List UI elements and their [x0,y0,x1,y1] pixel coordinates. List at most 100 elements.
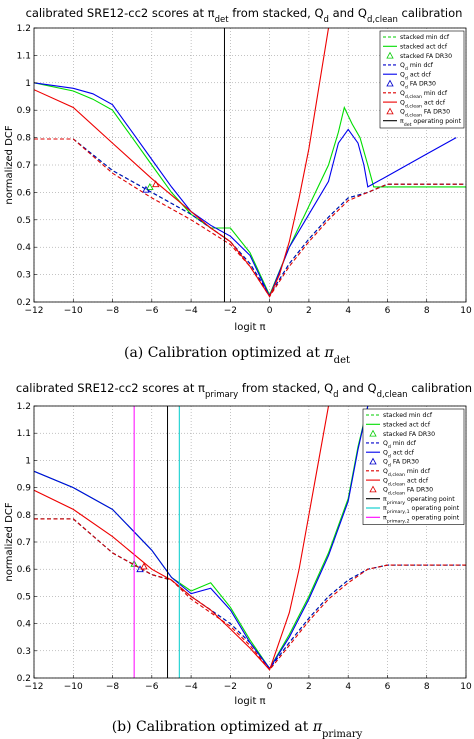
y-tick-label: 0.8 [17,134,32,144]
x-tick-label: 6 [385,682,391,692]
y-tick-label: 0.5 [17,216,31,226]
legend-label: Qd,clean FA DR30 [383,487,433,497]
y-tick-label: 0.6 [17,565,32,575]
x-tick-label: −8 [106,682,120,692]
series-q-d-clean-act-dcf [34,28,330,298]
legend: stacked min dcf stacked act dcf stacked FA… [362,408,465,525]
legend-label: Qd,clean min dcf [383,468,431,478]
y-tick-label: 0.8 [17,511,32,521]
series-q-d-clean-min-dcf [34,518,466,671]
legend-label: πdet operating point [400,118,462,128]
y-tick-label: 0.4 [17,243,32,253]
legend-label: Qd FA DR30 [383,459,419,469]
x-tick-label: −2 [224,682,237,692]
legend-label: Qd act dcf [400,71,432,81]
x-tick-label: −10 [64,306,83,316]
y-tick-label: 0.6 [17,188,32,198]
y-tick-label: 0.3 [17,647,31,657]
y-axis-label: normalized DCF [4,502,15,581]
chart-title: calibrated SRE12-cc2 scores at πprimary​… [16,381,472,400]
x-tick-label: 6 [385,306,391,316]
x-tick-label: −8 [106,306,120,316]
x-tick-label: 10 [460,306,472,316]
legend-swatch [369,457,377,465]
legend-label: Qd,clean act dcf [400,99,446,109]
legend-label: πprimary,1 operating point [383,505,460,515]
legend-swatch [386,79,394,87]
x-axis-label: logit π [234,322,265,333]
y-tick-label: 1 [25,79,31,89]
x-tick-label: 2 [306,682,312,692]
legend-label: Qd min dcf [400,62,434,72]
legend-swatch [369,429,377,437]
legend-label: stacked min dcf [400,34,450,41]
y-tick-label: 0.5 [17,592,31,602]
marker-q-d-clean-fa-dr30 [151,180,160,188]
y-tick-label: 0.4 [17,620,32,630]
legend-label: Qd,clean act dcf [383,477,429,487]
x-tick-label: 4 [345,682,351,692]
legend-label: Qd act dcf [383,449,415,459]
x-tick-label: −4 [184,682,198,692]
legend-swatch [386,107,394,115]
y-tick-label: 0.9 [17,484,32,494]
series-q-d-act-dcf [34,82,457,298]
x-tick-label: 2 [306,306,312,316]
legend-swatch [369,485,377,493]
legend-box [362,408,465,525]
x-tick-label: −12 [25,306,44,316]
y-tick-label: 0.2 [17,674,31,684]
x-axis-label: logit π [234,696,265,707]
chart-b: −12 −10 −8 −6 −4 −2 0 2 4 6 8 10 0.2 0.3 0.4 0.5 0.6 0.7 0… [4,381,472,739]
x-tick-label: 0 [267,682,273,692]
y-tick-label: 0.2 [17,298,31,308]
legend-label: stacked FA DR30 [383,431,435,438]
marker-q-d-clean-fa-dr30 [140,562,148,570]
y-tick-label: 1.2 [17,402,31,412]
x-tick-label: −6 [145,306,159,316]
legend-label: πprimary,2 operating point [383,515,460,525]
series-q-d-clean-act-dcf [34,406,330,671]
y-tick-label: 1.1 [17,51,31,61]
series-q-d-act-dcf [34,406,369,670]
figure-caption: (b) Calibration optimized at πprimary [112,719,363,739]
x-tick-label: −4 [184,306,198,316]
legend-label: stacked FA DR30 [400,53,452,60]
x-tick-label: 8 [424,682,430,692]
figure-caption: (a) Calibration optimized at πdet [124,345,350,366]
x-tick-label: −12 [25,682,44,692]
legend-label: Qd,clean min dcf [400,90,448,100]
chart-title: calibrated SRE12-cc2 scores at πdet​ fro… [26,6,463,25]
y-tick-label: 0.3 [17,271,31,281]
legend-swatch [386,51,394,59]
series-group [34,406,466,678]
series-group [34,28,466,302]
y-tick-label: 0.7 [17,538,31,548]
y-tick-label: 0.7 [17,161,31,171]
chart-a: −12 −10 −8 −6 −4 −2 0 2 4 6 8 10 0.2 0.3 0.4 0.5 0.6 0.7 0… [4,6,472,366]
legend-label: stacked act dcf [383,422,431,429]
marker-q-d-fa-dr30 [142,185,150,193]
x-tick-label: 0 [267,306,273,316]
y-tick-label: 0.9 [17,106,32,116]
legend: stacked min dcf stacked act dcf stacked FA… [379,30,465,129]
legend-label: πprimary operating point [383,496,455,506]
x-tick-label: 8 [424,306,430,316]
legend-label: stacked min dcf [383,412,433,419]
y-axis-label: normalized DCF [4,125,15,204]
legend-label: Qd FA DR30 [400,81,436,91]
x-tick-label: −6 [145,682,159,692]
y-tick-label: 1 [25,456,31,466]
x-tick-label: −2 [224,306,237,316]
legend-label: stacked act dcf [400,44,448,51]
tick-labels: −12 −10 −8 −6 −4 −2 0 2 4 6 8 10 0.2 0.3 0.4 0.5 0.6 0.7 0… [17,402,472,692]
x-tick-label: 4 [345,306,351,316]
x-tick-label: −10 [64,682,83,692]
x-tick-label: 10 [460,682,472,692]
marker-stacked-fa-dr30 [146,182,154,190]
y-tick-label: 1.1 [17,429,31,439]
legend-box [379,30,465,129]
legend-label: Qd min dcf [383,440,417,450]
